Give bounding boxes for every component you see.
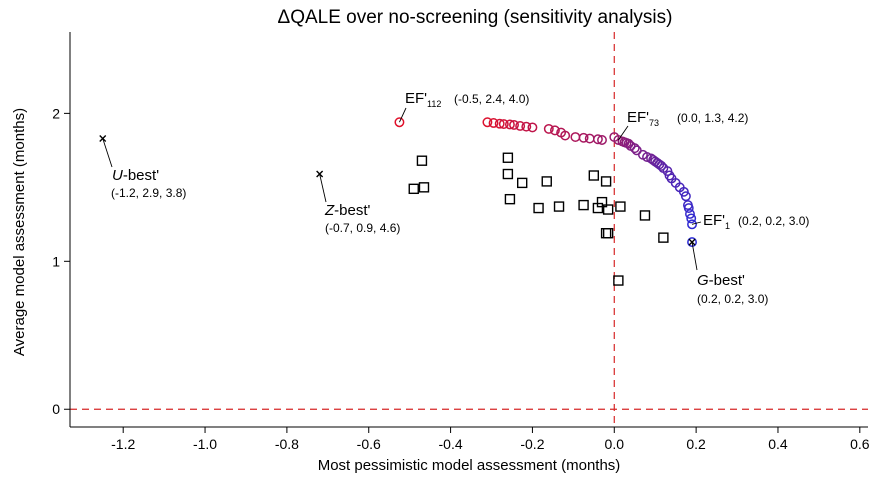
y-tick-label: 0 (52, 401, 60, 417)
frontier-point (687, 237, 697, 248)
square-point (408, 183, 419, 195)
square-point (517, 177, 528, 189)
frontier-point (629, 143, 640, 154)
ef-1-leader (691, 221, 702, 225)
label-italic: Z (324, 202, 335, 219)
frontier-point (543, 123, 554, 134)
u-best-leader (102, 138, 113, 168)
chart-title: ΔQALE over no-screening (sensitivity ana… (278, 7, 673, 28)
square-point (602, 204, 614, 215)
square-point (553, 201, 565, 212)
label-text: -best' (709, 272, 745, 289)
y-tick-label: 2 (52, 105, 60, 121)
z-best-leader (319, 173, 327, 203)
x-tick-label: -0.8 (275, 436, 299, 452)
g-best-label: G-best' (697, 272, 745, 289)
square-point (418, 182, 430, 193)
square-point (541, 176, 552, 187)
frontier-point (521, 121, 532, 132)
label-text: EF' (405, 90, 427, 107)
g-best-values: (0.2, 0.2, 3.0) (697, 292, 768, 306)
square-point (502, 168, 514, 180)
frontier-point (494, 118, 505, 129)
label-text: EF' (703, 212, 725, 229)
square-point (416, 155, 428, 166)
x-tick-label: 0.2 (686, 436, 706, 452)
ef-1-label: EF'1 (703, 212, 730, 231)
ef-73-label: EF'73 (627, 109, 659, 128)
square-point (658, 232, 669, 243)
square-point (592, 202, 604, 214)
label-text: -best' (123, 167, 159, 184)
label-subscript: 1 (725, 221, 730, 231)
ef-1-values: (0.2, 0.2, 3.0) (738, 214, 809, 228)
x-tick-label: 0.6 (850, 436, 870, 452)
frontier-point (584, 133, 595, 144)
g-best-leader (691, 241, 698, 271)
frontier-point (488, 118, 499, 128)
x-axis-label: Most pessimistic model assessment (month… (318, 457, 621, 474)
u-best-label: U-best' (112, 167, 159, 184)
frontier-point (597, 135, 607, 145)
frontier-point (394, 117, 405, 128)
label-subscript: 112 (427, 99, 441, 109)
square-point (504, 193, 516, 205)
frontier-point (527, 122, 538, 133)
ef-73-leader (617, 125, 629, 141)
label-text: EF' (627, 109, 649, 126)
z-best-values: (-0.7, 0.9, 4.6) (325, 221, 400, 235)
frontier-point (656, 160, 667, 171)
ef-73-values: (0.0, 1.3, 4.2) (677, 111, 748, 125)
ef-112-label: EF'112 (405, 90, 441, 109)
square-point (602, 227, 614, 239)
frontier-point (560, 130, 571, 141)
square-point (613, 275, 624, 286)
frontier-point (504, 119, 515, 130)
frontier-point (578, 132, 589, 143)
frontier-point (680, 191, 691, 202)
y-axis-label: Average model assessment (months) (11, 108, 28, 356)
frontier-point (515, 120, 526, 131)
frontier-point (683, 203, 694, 213)
square-point (578, 199, 589, 211)
z-best-label: Z-best' (324, 202, 371, 219)
frontier-point (482, 117, 493, 128)
frontier-point (686, 213, 697, 224)
reference-lines (70, 32, 868, 427)
ef-112-values: (-0.5, 2.4, 4.0) (454, 92, 529, 106)
frontier-point (592, 134, 603, 145)
frontier-point (570, 132, 581, 142)
square-point (600, 176, 612, 187)
x-tick-label: -1.2 (111, 436, 135, 452)
frontier-point (509, 119, 519, 130)
square-point (502, 152, 514, 163)
frontier-point (687, 219, 697, 230)
frontier-point (685, 209, 695, 219)
u-best-values: (-1.2, 2.9, 3.8) (111, 186, 186, 200)
label-text: -best' (334, 202, 370, 219)
y-tick-label: 1 (52, 253, 60, 269)
x-tick-label: 0.0 (605, 436, 625, 452)
x-tick-label: -1.0 (193, 436, 217, 452)
data-marks (99, 117, 697, 286)
label-italic: U (112, 167, 123, 184)
annotations: U-best'(-1.2, 2.9, 3.8)Z-best'(-0.7, 0.9… (102, 90, 809, 306)
square-point (639, 210, 651, 221)
x-tick-label: -0.4 (439, 436, 463, 452)
axes: -1.2 -1.0 -0.8 -0.6 -0.4 -0.2 0.0 0.2 0.4 0.6 0 1 2 (52, 32, 870, 452)
x-tick-label: -0.6 (357, 436, 381, 452)
frontier-point (549, 125, 560, 136)
label-italic: G (697, 272, 709, 289)
square-point (615, 201, 626, 212)
x-tick-label: 0.4 (768, 436, 788, 452)
label-subscript: 73 (649, 118, 659, 128)
frontier-point (498, 119, 509, 129)
x-tick-label: -0.2 (520, 436, 544, 452)
square-point (588, 170, 600, 181)
ef-112-leader (399, 107, 407, 123)
square-point (533, 202, 544, 214)
